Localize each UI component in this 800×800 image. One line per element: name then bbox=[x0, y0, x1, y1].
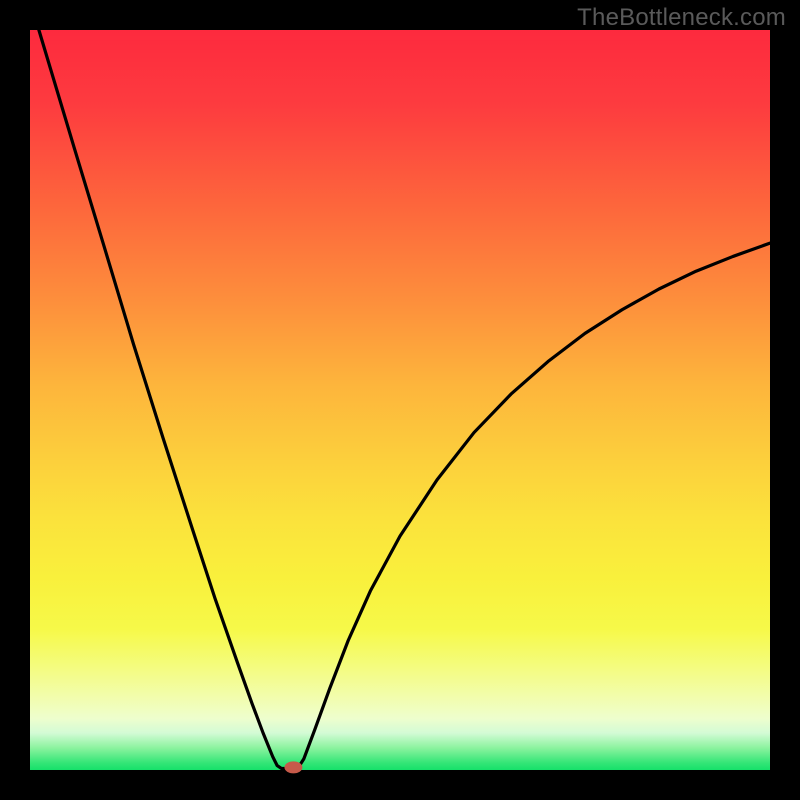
sweet-spot-marker bbox=[284, 761, 302, 773]
watermark-text: TheBottleneck.com bbox=[577, 4, 786, 32]
chart-plot-area bbox=[30, 30, 770, 770]
chart-svg bbox=[30, 30, 770, 770]
bottleneck-curve bbox=[39, 30, 770, 769]
